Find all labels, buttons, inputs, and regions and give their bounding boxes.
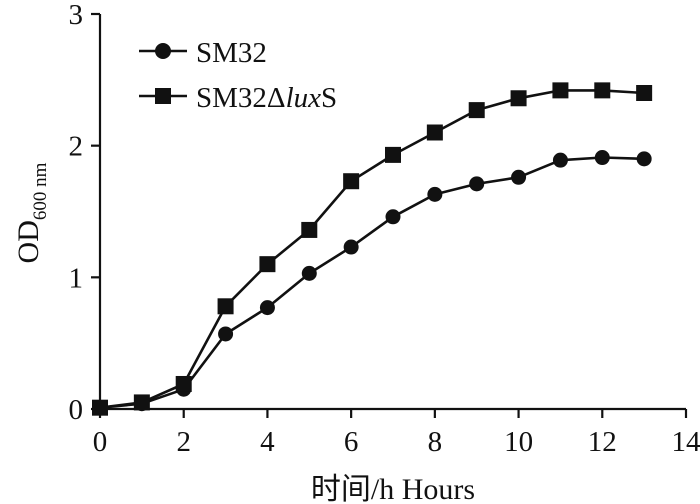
x-axis-title: 时间/h Hours	[311, 473, 475, 504]
legend-label-part-1: SM32Δ	[196, 82, 286, 114]
x-tick-label: 8	[428, 426, 443, 458]
data-point-sm32	[259, 300, 275, 316]
data-point-sm32	[594, 150, 610, 166]
legend-label-sm32-luxs: SM32ΔluxS	[196, 82, 337, 114]
data-point-sm32-luxs	[426, 124, 443, 141]
legend-marker-sm32	[155, 43, 171, 59]
series	[92, 82, 653, 416]
y-tick-label: 3	[69, 0, 84, 31]
data-point-sm32	[385, 209, 401, 225]
data-point-sm32	[469, 176, 485, 192]
data-point-sm32	[636, 151, 652, 167]
data-point-sm32-luxs	[92, 399, 108, 416]
data-point-sm32-luxs	[510, 90, 527, 107]
data-point-sm32	[301, 265, 317, 281]
legend-marker-sm32-luxs	[155, 88, 171, 104]
data-point-sm32-luxs	[594, 82, 611, 99]
y-axis-title-main: OD	[12, 220, 45, 263]
y-tick-label: 1	[69, 262, 84, 294]
y-tick-label: 2	[69, 131, 84, 163]
x-tick-label: 2	[176, 426, 191, 458]
data-point-sm32-luxs	[301, 221, 318, 238]
data-point-sm32-luxs	[468, 102, 485, 119]
data-point-sm32-luxs	[259, 256, 276, 273]
y-axis-title: OD600 nm	[12, 162, 51, 263]
x-tick-label: 4	[260, 426, 275, 458]
data-point-sm32-luxs	[217, 298, 234, 315]
x-tick-label: 10	[504, 426, 533, 458]
legend-label-sm32: SM32	[196, 37, 267, 69]
data-point-sm32	[511, 169, 527, 185]
x-tick-label: 0	[93, 426, 108, 458]
data-point-sm32-luxs	[133, 394, 150, 411]
data-point-sm32-luxs	[385, 146, 401, 163]
y-tick-label: 0	[69, 394, 84, 426]
data-point-sm32	[343, 239, 359, 255]
legend-label-part-2: lux	[286, 82, 322, 114]
data-point-sm32-luxs	[343, 173, 360, 190]
x-tick-label: 12	[588, 426, 617, 458]
series-line-sm32-luxs	[99, 89, 645, 409]
legend-label-part-3: S	[321, 82, 337, 114]
legend: SM32 SM32ΔluxS	[139, 37, 337, 114]
axes	[98, 14, 686, 411]
series-line-sm32	[99, 156, 645, 409]
data-point-sm32-luxs	[552, 82, 569, 99]
data-point-sm32	[427, 186, 443, 202]
data-point-sm32-luxs	[175, 375, 192, 392]
y-axis-title-subscript: 600 nm	[30, 162, 51, 220]
x-tick-label: 14	[672, 426, 700, 458]
x-tick-label: 6	[344, 426, 359, 458]
data-point-sm32	[552, 152, 568, 168]
data-point-sm32-luxs	[636, 85, 653, 101]
data-point-sm32	[218, 326, 234, 342]
